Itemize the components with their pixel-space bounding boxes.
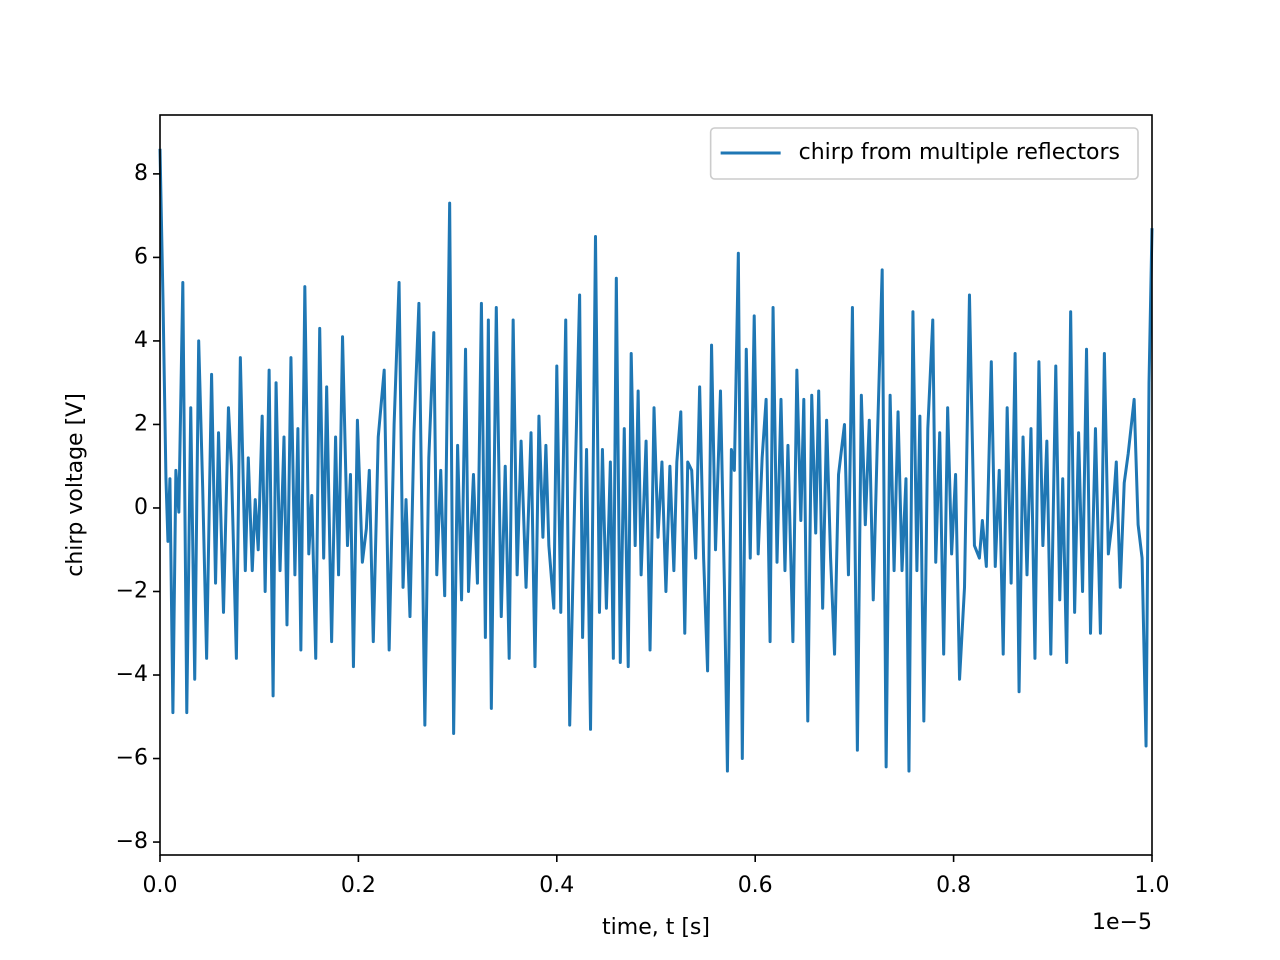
- axes-frame: [159, 114, 1153, 856]
- y-tick-label: −4: [116, 662, 148, 687]
- y-tick-label: −6: [116, 746, 148, 771]
- x-offset-label: 1e−5: [1092, 910, 1152, 935]
- y-tick-label: 4: [134, 328, 148, 353]
- plot-area: [158, 148, 1154, 773]
- legend-box: [709, 127, 1139, 180]
- y-tick-label: 2: [134, 411, 148, 436]
- x-axis-label: time, t [s]: [602, 915, 710, 940]
- y-tick-label: 8: [134, 161, 148, 186]
- y-tick-label: −8: [116, 829, 148, 854]
- legend-label: chirp from multiple reflectors: [799, 140, 1120, 165]
- x-tick-label: 0.4: [539, 873, 574, 898]
- x-tick-label: 1.0: [1135, 873, 1170, 898]
- data-line: [158, 148, 1154, 773]
- y-tick-label: 0: [134, 495, 148, 520]
- x-tick-label: 0.8: [936, 873, 971, 898]
- y-axis-label: chirp voltage [V]: [63, 393, 88, 577]
- x-tick-label: 0.0: [143, 873, 178, 898]
- x-tick-label: 0.2: [341, 873, 376, 898]
- x-tick-label: 0.6: [738, 873, 773, 898]
- y-tick-label: −2: [116, 578, 148, 603]
- y-tick-label: 6: [134, 244, 148, 269]
